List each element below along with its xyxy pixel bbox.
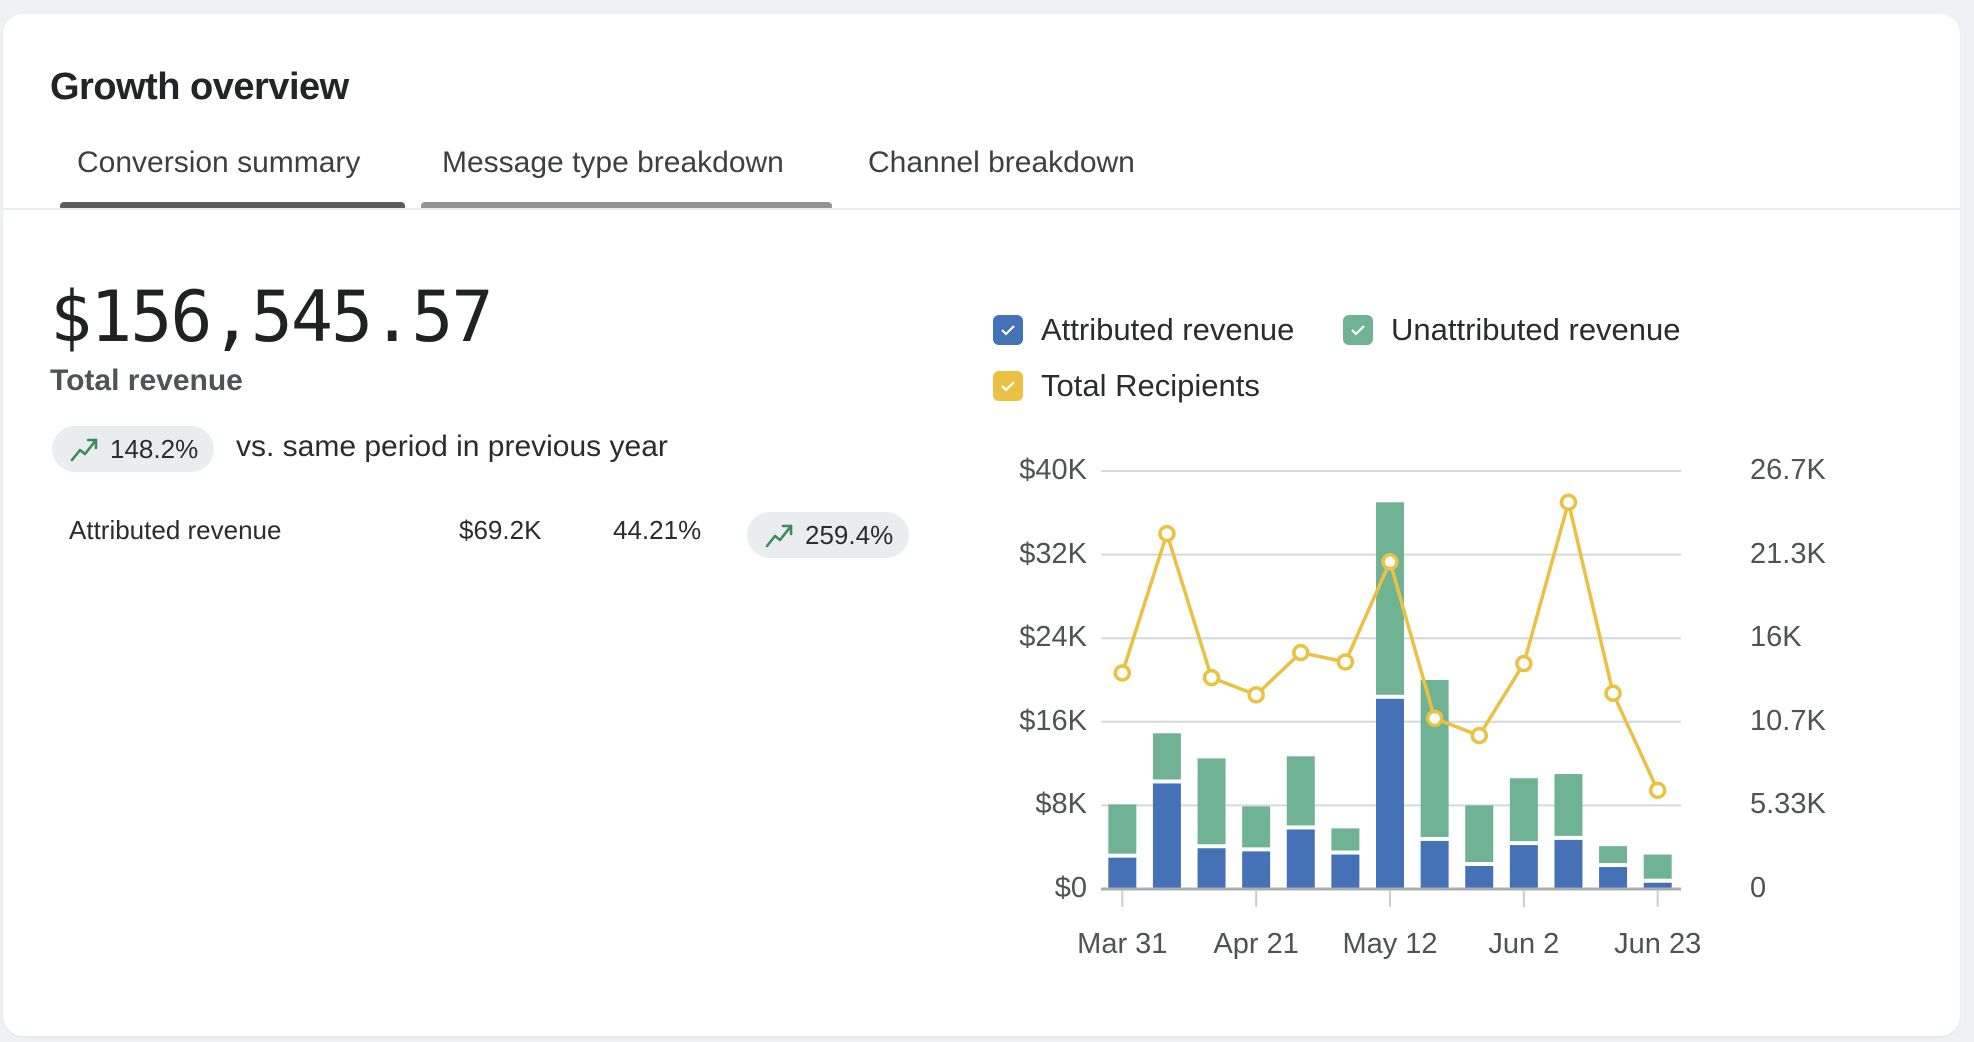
change-value: 148.2% (110, 433, 199, 464)
row-change-value: 259.4% (805, 519, 894, 550)
y-left-tick-label: $8K (1035, 788, 1087, 821)
bar-attributed (1599, 867, 1628, 889)
y-right-tick-label: 5.33K (1750, 788, 1826, 821)
x-tick-label: May 12 (1342, 928, 1438, 960)
row-amount: $69.2K (459, 515, 542, 545)
y-right-tick-label: 26.7K (1750, 454, 1826, 486)
bar-attributed (1331, 854, 1360, 889)
row-share: 44.21% (613, 515, 702, 545)
bar-attributed (1420, 840, 1449, 889)
recipients-point (1515, 654, 1533, 673)
checkbox-checked-icon[interactable] (993, 371, 1023, 401)
tab-hover-indicator (421, 202, 832, 209)
checkbox-checked-icon[interactable] (1343, 315, 1373, 345)
growth-overview-card (3, 14, 1960, 1036)
bar-attributed (1197, 848, 1226, 889)
comparison-text: vs. same period in previous year (236, 430, 668, 463)
recipients-point (1425, 709, 1444, 728)
bar-attributed (1509, 845, 1538, 889)
x-tick-label: Jun 23 (1614, 928, 1702, 960)
trend-up-icon (70, 438, 98, 462)
tab-channel-breakdown[interactable]: Channel breakdown (868, 146, 1135, 179)
y-left-tick-label: $0 (1054, 872, 1087, 904)
row-change-badge: 259.4% (747, 512, 910, 558)
bar-attributed (1643, 882, 1672, 889)
recipients-point (1470, 726, 1488, 745)
bar-unattributed (1420, 680, 1449, 837)
bar-unattributed (1509, 778, 1538, 842)
tab-active-indicator (60, 202, 405, 209)
bar-attributed (1242, 851, 1271, 889)
bar-unattributed (1643, 854, 1672, 879)
total-revenue-label: Total revenue (50, 364, 243, 397)
card-title: Growth overview (50, 66, 349, 108)
total-revenue-value: $156,545.57 (50, 276, 494, 358)
recipients-point (1158, 524, 1176, 543)
recipients-point (1604, 684, 1622, 703)
y-right-tick-label: 0 (1750, 872, 1767, 904)
x-tick-label: Apr 21 (1213, 928, 1299, 960)
trend-up-icon (765, 524, 793, 548)
y-left-tick-label: $16K (1019, 704, 1087, 737)
y-right-tick-label: 16K (1750, 621, 1802, 654)
bar-unattributed (1331, 828, 1360, 851)
tab-conversion-summary[interactable]: Conversion summary (77, 146, 361, 179)
checkbox-checked-icon[interactable] (993, 315, 1023, 345)
y-right-tick-label: 21.3K (1750, 537, 1826, 570)
row-label: Attributed revenue (69, 515, 282, 545)
recipients-point (1202, 668, 1221, 687)
y-right-tick-label: 10.7K (1750, 704, 1826, 737)
bar-attributed (1108, 857, 1137, 889)
bar-unattributed (1554, 774, 1583, 836)
bar-unattributed (1286, 756, 1315, 826)
bar-unattributed (1108, 804, 1137, 854)
recipients-point (1113, 664, 1132, 682)
tab-message-type-breakdown[interactable]: Message type breakdown (442, 146, 784, 179)
change-badge: 148.2% (52, 426, 215, 472)
bar-attributed (1152, 783, 1181, 889)
recipients-point (1648, 781, 1667, 800)
legend-label: Total Recipients (1041, 368, 1260, 403)
bar-unattributed (1599, 846, 1628, 864)
x-tick-label: Jun 2 (1488, 928, 1560, 960)
y-left-tick-label: $24K (1019, 621, 1087, 654)
recipients-point (1559, 493, 1578, 512)
legend-attributed-revenue[interactable]: Attributed revenue (993, 312, 1294, 348)
bar-attributed (1376, 698, 1404, 889)
legend-label: Attributed revenue (1041, 312, 1295, 347)
bar-unattributed (1242, 806, 1271, 848)
bar-unattributed (1152, 733, 1181, 780)
bar-unattributed (1465, 805, 1494, 863)
recipients-point (1336, 653, 1355, 671)
legend-unattributed-revenue[interactable]: Unattributed revenue (1343, 312, 1681, 348)
recipients-point (1247, 686, 1265, 704)
tabs-divider (3, 208, 1960, 210)
recipients-point (1292, 643, 1310, 662)
x-tick-label: Mar 31 (1077, 928, 1168, 960)
y-left-tick-label: $32K (1019, 537, 1087, 570)
bar-attributed (1554, 839, 1583, 889)
bar-attributed (1465, 866, 1494, 889)
legend-total-recipients[interactable]: Total Recipients (993, 368, 1260, 404)
legend-label: Unattributed revenue (1391, 312, 1681, 347)
recipients-point (1381, 553, 1399, 571)
bar-attributed (1286, 829, 1315, 889)
bar-unattributed (1197, 758, 1226, 845)
y-left-tick-label: $40K (1019, 454, 1087, 486)
